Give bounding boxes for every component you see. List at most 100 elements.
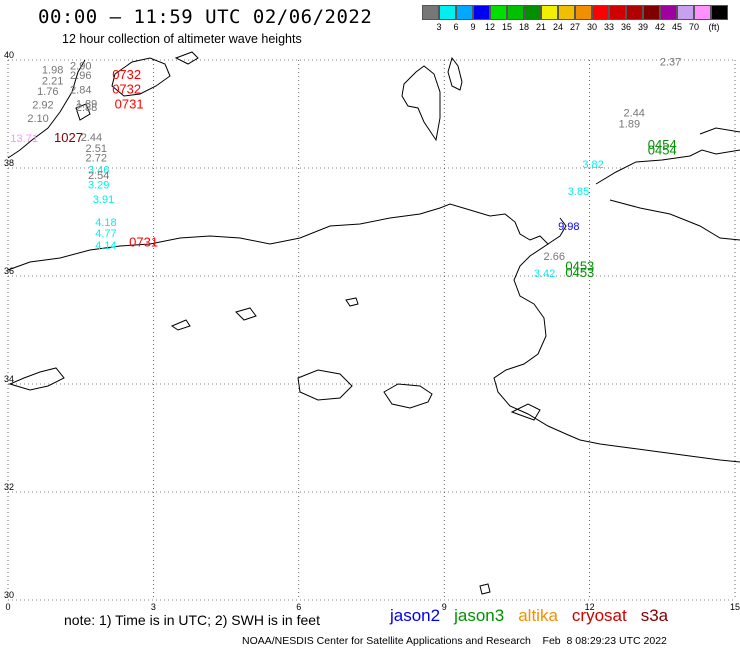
legend-swatch (524, 5, 541, 20)
legend-label: 27 (569, 22, 580, 32)
lon-tick-label: 3 (151, 602, 156, 612)
satellite-jason2: jason2 (390, 606, 441, 625)
legend-swatch (456, 5, 473, 20)
coast-cap-bon (547, 217, 567, 245)
pass-time-label: 0454 (648, 137, 677, 152)
coastline-north-africa (7, 203, 740, 463)
wave-height-label: 2.44 (81, 132, 102, 144)
legend-swatch (541, 5, 558, 20)
legend-swatch (677, 5, 694, 20)
pass-time-label: 0453 (565, 265, 594, 280)
legend-swatch (507, 5, 524, 20)
legend-swatch (558, 5, 575, 20)
legend-label: 24 (552, 22, 563, 32)
wave-height-label: 2.51 (86, 143, 107, 155)
chart-title: 00:00 – 11:59 UTC 02/06/2022 (38, 6, 373, 28)
legend-label: 33 (603, 22, 614, 32)
wave-height-label: 13.71 (10, 133, 38, 145)
pass-time-label: 1027 (54, 130, 83, 145)
wave-height-label: 3.46 (88, 164, 109, 176)
lake-chott (297, 369, 353, 401)
legend-swatch (490, 5, 507, 20)
legend-label: 70 (688, 22, 699, 32)
footer-credit: NOAA/NESDIS Center for Satellite Applica… (242, 635, 667, 647)
legend-label: 42 (654, 22, 665, 32)
observations: 1.98 2.902.96 2.21 2.84 1.76 1.89 2.92 2.88 2.10… (10, 56, 681, 280)
wave-height-label: 1.89 (619, 119, 640, 131)
pass-time-label: 0732 (112, 81, 141, 96)
satellite-key: jason2 jason3 altika cryosat s3a (390, 606, 682, 626)
lat-tick-label: 40 (4, 50, 14, 60)
island-lampedusa (170, 319, 191, 331)
island-corsica (447, 56, 463, 91)
wave-height-label: 3.85 (568, 186, 589, 198)
legend-unit: (ft) (708, 22, 720, 32)
island-sardinia (401, 65, 441, 142)
legend-swatch (439, 5, 456, 20)
legend-label: 21 (535, 22, 546, 32)
island-pantelleria (345, 297, 359, 307)
satellite-s3a: s3a (640, 606, 669, 625)
lake-south (479, 583, 491, 595)
pass-time-label: 0453 (565, 259, 594, 274)
wave-height-label: 2.21 (42, 75, 63, 87)
satellite-cryosat: cryosat (571, 606, 627, 625)
legend-label: 36 (620, 22, 631, 32)
legend-label: 15 (501, 22, 512, 32)
pass-time-label: 0731 (129, 234, 158, 249)
legend-swatch (643, 5, 660, 20)
pass-time-label: 0731 (115, 97, 144, 112)
wave-height-label: 4.14 (95, 240, 116, 252)
wave-height-label: 2.66 (544, 251, 565, 263)
satellite-altika: altika (518, 606, 558, 625)
lat-tick-label: 30 (4, 590, 14, 600)
wave-height-label: 3.91 (93, 194, 114, 206)
lat-tick-label: 36 (4, 266, 14, 276)
legend-label: 12 (484, 22, 495, 32)
wave-height-label: 2.88 (76, 102, 97, 114)
wave-height-label: 1.98 (42, 65, 63, 77)
wave-height-label: 2.84 (70, 84, 91, 96)
wave-height-label: 1.89 (76, 99, 97, 111)
legend-swatch (575, 5, 592, 20)
lon-tick-label: 15 (730, 602, 740, 612)
wave-height-label: 3.82 (582, 159, 603, 171)
wave-height-label: 2.92 (32, 100, 53, 112)
legend-label: 39 (637, 22, 648, 32)
lat-tick-label: 38 (4, 158, 14, 168)
shoreline-west (8, 367, 65, 391)
legend-swatch (609, 5, 626, 20)
lat-tick-label: 32 (4, 482, 14, 492)
legend-label: 9 (470, 22, 476, 32)
legend-swatch (660, 5, 677, 20)
island-kerkennah (383, 383, 433, 409)
pass-time-label: 0454 (648, 143, 677, 158)
footer-note: note: 1) Time is in UTC; 2) SWH is in fe… (64, 612, 320, 628)
island-mallorca (111, 57, 171, 97)
legend-label: 45 (671, 22, 682, 32)
lon-tick-label: 9 (442, 602, 447, 612)
legend-label: 3 (436, 22, 442, 32)
wave-height-label: 4.18 (95, 217, 116, 229)
coastline-spain (7, 59, 86, 159)
legend-swatch (711, 5, 728, 20)
coast-sicily-south (609, 199, 740, 241)
wave-height-label: 9.98 (558, 221, 579, 233)
island-djerba (510, 403, 541, 421)
lon-tick-label: 0 (5, 602, 10, 612)
legend-swatch (473, 5, 490, 20)
legend-label: 18 (518, 22, 529, 32)
wave-height-label: 2.54 (88, 170, 109, 182)
wave-height-label: 3.42 (534, 268, 555, 280)
legend-label: 6 (453, 22, 459, 32)
island-sicily (595, 149, 740, 185)
satellite-jason3: jason3 (454, 606, 505, 625)
legend-swatch (422, 5, 439, 20)
wave-height-label: 3.29 (88, 180, 109, 192)
coastline (7, 51, 740, 595)
wave-height-label: 2.96 (70, 70, 91, 82)
wave-height-label: 2.44 (624, 108, 645, 120)
lon-tick-label: 6 (296, 602, 301, 612)
